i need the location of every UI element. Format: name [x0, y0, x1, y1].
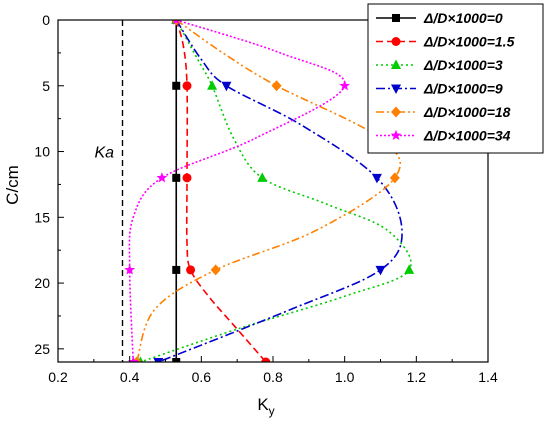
ka-annotation: Ka: [95, 145, 115, 162]
y-tick-label: 20: [34, 275, 50, 291]
legend-marker-3: [391, 59, 401, 69]
plot-layer: Ka: [95, 20, 415, 362]
data-point-marker: [182, 173, 192, 183]
axes-layer: C/cm Ky 0.2 0.4 0.6 0.8 1.0 1.2 1.4 0 5 10 15 20 25: [3, 12, 498, 418]
legend-label-5: Δ/D×1000=18: [423, 104, 511, 120]
data-point-marker: [186, 265, 196, 275]
data-point-marker: [207, 80, 218, 90]
data-point-marker: [172, 265, 181, 274]
series-5: [131, 20, 402, 362]
x-axis-title: Ky: [257, 395, 274, 418]
data-point-marker: [271, 80, 282, 92]
y-tick-label: 5: [42, 78, 50, 94]
data-point-marker: [404, 264, 415, 274]
data-point-marker: [210, 264, 221, 276]
legend-label-1: Δ/D×1000=0: [423, 10, 503, 26]
legend-marker-2: [391, 37, 401, 46]
x-tick-label: 1.4: [478, 369, 498, 385]
data-point-marker: [375, 265, 386, 276]
x-axis-title-subscript: y: [269, 404, 275, 418]
data-point-marker: [153, 358, 164, 362]
series-6: [124, 20, 351, 362]
data-point-marker: [171, 20, 182, 26]
x-axis-title-main: K: [257, 395, 269, 414]
data-point-marker: [172, 358, 181, 362]
y-tick-label: 0: [42, 12, 50, 28]
series-2: [171, 20, 271, 362]
data-point-marker: [389, 172, 400, 184]
legend-marker-4: [391, 84, 401, 94]
series-4: [153, 20, 403, 362]
data-point-marker: [172, 20, 180, 25]
y-tick-label: 10: [34, 144, 50, 160]
data-point-marker: [156, 172, 168, 183]
series-1: [172, 20, 181, 362]
data-point-marker: [172, 173, 181, 182]
series-line: [140, 20, 412, 362]
legend-label-2: Δ/D×1000=1.5: [423, 34, 515, 50]
legend-box: [367, 3, 544, 154]
legend-marker-5: [391, 106, 401, 118]
legend: Δ/D×1000=0 Δ/D×1000=1.5 Δ/D×1000=3 Δ/D×1000…: [367, 3, 544, 154]
legend-label-3: Δ/D×1000=3: [423, 57, 503, 73]
x-tick-label: 0.4: [120, 369, 140, 385]
series-line: [158, 20, 403, 362]
data-point-marker: [127, 356, 139, 362]
data-point-marker: [172, 81, 181, 90]
x-tick-label: 0.8: [263, 369, 283, 385]
legend-label-4: Δ/D×1000=9: [423, 81, 503, 97]
series-line: [175, 20, 267, 362]
x-tick-label: 0.6: [192, 369, 212, 385]
x-tick-label: 0.2: [48, 369, 68, 385]
legend-label-6: Δ/D×1000=34: [423, 128, 511, 144]
data-point-marker: [124, 264, 136, 275]
series-group: [124, 20, 415, 362]
legend-marker-1: [392, 14, 400, 22]
y-tick-label: 15: [34, 209, 50, 225]
legend-marker-6: [390, 129, 402, 141]
y-axis-title: C/cm: [3, 165, 22, 205]
series-line: [128, 20, 346, 362]
data-point-marker: [371, 173, 382, 184]
x-tick-label: 1.2: [407, 369, 427, 385]
data-point-marker: [257, 172, 268, 182]
data-point-marker: [261, 357, 271, 362]
data-point-marker: [182, 81, 192, 91]
data-point-marker: [221, 81, 232, 92]
y-tick-label: 25: [34, 341, 50, 357]
x-tick-label: 1.0: [335, 369, 355, 385]
data-point-marker: [339, 80, 351, 91]
